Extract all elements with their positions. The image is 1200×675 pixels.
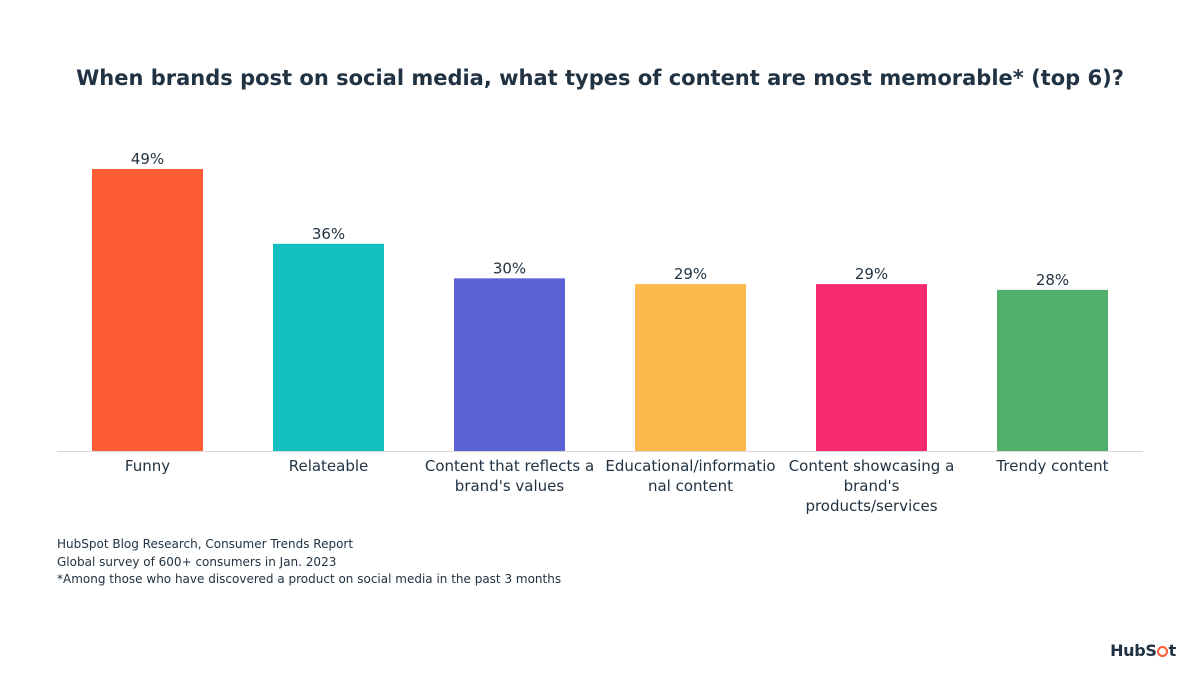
category-label: Content showcasing a brand's products/serv… bbox=[789, 457, 955, 515]
category-label: Relateable bbox=[289, 457, 369, 475]
category-label-line: Trendy content bbox=[995, 457, 1108, 475]
bar-value-label: 36% bbox=[312, 225, 345, 243]
bar bbox=[635, 284, 746, 451]
asterisk-note: *Among those who have discovered a produ… bbox=[57, 572, 562, 586]
sprocket-icon bbox=[1157, 646, 1169, 657]
category-label-line: products/services bbox=[805, 497, 937, 515]
category-labels-group: Funny Relateable Content that reflects a br… bbox=[125, 457, 1109, 515]
survey-note: Global survey of 600+ consumers in Jan. … bbox=[57, 554, 337, 569]
category-label-line: Content that reflects a bbox=[425, 457, 594, 475]
category-label-line: Funny bbox=[125, 457, 170, 475]
bar-value-label: 29% bbox=[674, 265, 707, 283]
category-label: Funny bbox=[125, 457, 170, 475]
bar-value-label: 29% bbox=[855, 265, 888, 283]
bar bbox=[454, 278, 565, 451]
category-label-line: brand's values bbox=[455, 477, 565, 495]
category-label: Trendy content bbox=[995, 457, 1108, 475]
value-labels-group: 49% 36% 30% 29% 29% 28% bbox=[131, 150, 1069, 289]
bar bbox=[273, 243, 384, 451]
footnotes: HubSpot Blog Research, Consumer Trends R… bbox=[57, 536, 561, 589]
category-label-line: Relateable bbox=[289, 457, 369, 475]
bar-value-label: 49% bbox=[131, 150, 164, 168]
category-label-line: Educational/informatio bbox=[605, 457, 775, 475]
bar bbox=[816, 284, 927, 451]
category-label-line: brand's bbox=[844, 477, 900, 495]
logo-text-end: t bbox=[1168, 641, 1177, 660]
bar-value-label: 30% bbox=[493, 259, 526, 277]
logo-text-start: HubS bbox=[1110, 641, 1157, 660]
category-label: Educational/informatio nal content bbox=[605, 457, 775, 495]
bar bbox=[92, 169, 203, 451]
chart-title: When brands post on social media, what t… bbox=[76, 66, 1124, 90]
category-label: Content that reflects a brand's values bbox=[425, 457, 594, 495]
bar-value-label: 28% bbox=[1036, 271, 1069, 289]
bars-group bbox=[92, 169, 1108, 451]
bar bbox=[997, 289, 1108, 451]
category-label-line: nal content bbox=[648, 477, 733, 495]
hubspot-logo: HubS t bbox=[1110, 641, 1176, 660]
source-note: HubSpot Blog Research, Consumer Trends R… bbox=[57, 537, 354, 551]
category-label-line: Content showcasing a bbox=[789, 457, 955, 475]
